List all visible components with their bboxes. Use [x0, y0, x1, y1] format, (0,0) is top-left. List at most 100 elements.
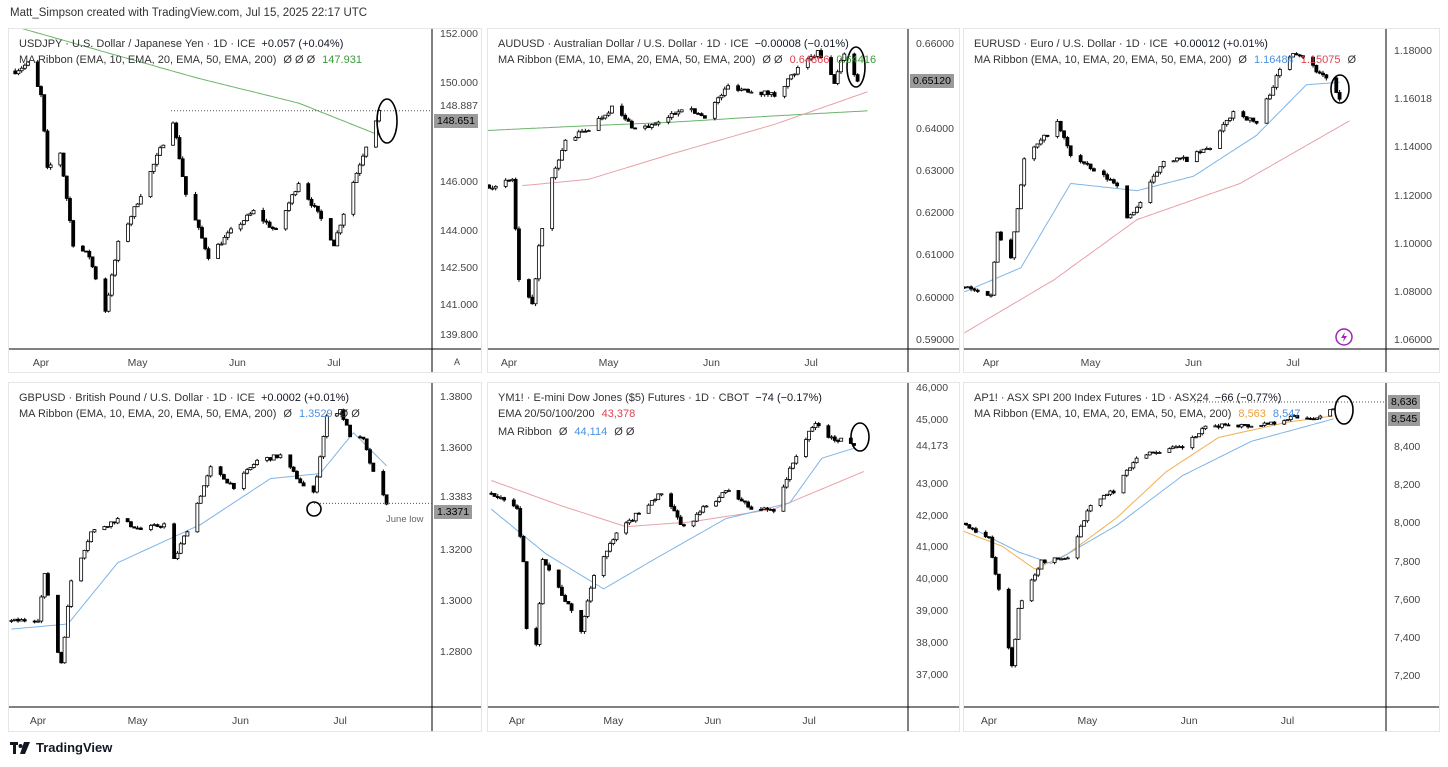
- candle: [195, 502, 200, 533]
- candle: [42, 573, 47, 599]
- candle: [1174, 444, 1178, 449]
- candle: [720, 492, 725, 499]
- candle: [251, 209, 256, 215]
- candle: [1269, 421, 1273, 425]
- lightning-icon[interactable]: [1335, 328, 1353, 346]
- candle: [341, 408, 346, 421]
- candle: [604, 550, 609, 560]
- chart-canvas[interactable]: [488, 29, 960, 373]
- moving-average-line: [964, 418, 1334, 564]
- x-tick-label: Apr: [508, 715, 526, 727]
- chart-canvas[interactable]: [964, 29, 1440, 373]
- candle: [972, 288, 977, 292]
- y-tick-label: 1.3000: [440, 595, 473, 607]
- candle: [1249, 425, 1254, 428]
- candle: [158, 145, 163, 157]
- candle: [1098, 498, 1103, 508]
- candle: [742, 88, 747, 91]
- candle: [556, 569, 561, 589]
- candle: [600, 115, 604, 121]
- candle: [1045, 134, 1050, 138]
- candle: [815, 50, 820, 59]
- candle: [1201, 148, 1206, 153]
- candle: [351, 180, 356, 217]
- y-tick-label: 0.63000: [916, 164, 954, 177]
- highlight-circle: [376, 98, 398, 144]
- candle: [743, 500, 747, 505]
- candle: [576, 129, 581, 139]
- candle: [293, 190, 298, 197]
- candle: [1012, 231, 1017, 261]
- candle: [135, 202, 140, 208]
- chart-panel-audusd[interactable]: AUDUSD · Australian Dollar / U.S. Dollar…: [487, 28, 960, 373]
- candle: [344, 418, 349, 426]
- candle: [1190, 435, 1195, 450]
- chart-canvas[interactable]: [9, 29, 482, 373]
- candle: [1271, 85, 1276, 96]
- moving-average-line: [522, 91, 868, 187]
- candle: [1036, 567, 1041, 578]
- tradingview-logo[interactable]: TradingView: [10, 740, 112, 755]
- candle: [1108, 489, 1113, 497]
- candle: [965, 286, 970, 289]
- y-tick-label: 1.3800: [440, 391, 473, 403]
- candle: [1082, 161, 1086, 166]
- candle: [1101, 169, 1106, 178]
- candle: [1208, 147, 1213, 151]
- candle: [630, 518, 635, 522]
- x-tick-label: Jun: [704, 715, 722, 727]
- candle: [1318, 414, 1323, 420]
- candle: [1321, 70, 1325, 78]
- candle: [321, 435, 326, 459]
- chart-panel-usdjpy[interactable]: USDJPY · U.S. Dollar / Japanese Yen · 1D…: [8, 28, 482, 373]
- price-label: 44,173: [916, 440, 949, 453]
- chart-panel-eurusd[interactable]: EURUSD · Euro / U.S. Dollar · 1D · ICE +0…: [963, 28, 1440, 373]
- y-tick-label: 142.500: [440, 262, 478, 275]
- candle: [717, 495, 722, 503]
- candle: [69, 579, 74, 608]
- candle: [566, 601, 571, 605]
- candle: [175, 551, 180, 561]
- chart-canvas[interactable]: [488, 383, 960, 732]
- candle: [171, 121, 175, 146]
- y-tick-label: 0.60000: [916, 291, 954, 304]
- candle: [1264, 97, 1269, 124]
- chart-panel-ap1[interactable]: AP1! · ASX SPI 200 Index Futures · 1D · …: [963, 382, 1440, 732]
- y-tick-label: 46,000: [916, 382, 949, 394]
- candle: [357, 162, 362, 176]
- candle: [746, 88, 750, 94]
- candle: [1115, 181, 1120, 188]
- candle: [1193, 435, 1198, 439]
- candle: [803, 437, 808, 458]
- chart-panel-ym1[interactable]: YM1! · E-mini Dow Jones ($5) Futures · 1…: [487, 382, 960, 732]
- candle: [493, 185, 498, 191]
- chart-canvas[interactable]: [964, 383, 1440, 732]
- candle: [716, 96, 721, 105]
- candle: [1218, 129, 1222, 149]
- candle: [556, 158, 561, 171]
- candle: [673, 111, 677, 115]
- chart-canvas[interactable]: [9, 383, 482, 732]
- chart-panel-gbpusd[interactable]: GBPUSD · British Pound / U.S. Dollar · 1…: [8, 382, 482, 732]
- candle: [560, 148, 565, 161]
- candle: [1101, 494, 1106, 500]
- candle: [182, 535, 186, 546]
- candle: [79, 557, 84, 582]
- x-tick-label: May: [127, 715, 148, 727]
- y-tick-label: 1.06000: [1394, 334, 1432, 346]
- candle: [510, 178, 515, 183]
- candle: [629, 119, 634, 129]
- candle: [105, 525, 110, 529]
- y-tick-label: 7,800: [1394, 555, 1421, 568]
- candle: [521, 535, 526, 563]
- moving-average-line: [964, 415, 1334, 570]
- candle: [265, 456, 269, 463]
- candle: [623, 113, 628, 121]
- candle: [1016, 607, 1021, 641]
- candle: [1121, 474, 1126, 494]
- candle: [547, 562, 551, 572]
- candle: [1055, 557, 1060, 560]
- candle: [596, 116, 601, 131]
- candle: [839, 437, 844, 442]
- auto-scale-button[interactable]: A: [453, 357, 461, 367]
